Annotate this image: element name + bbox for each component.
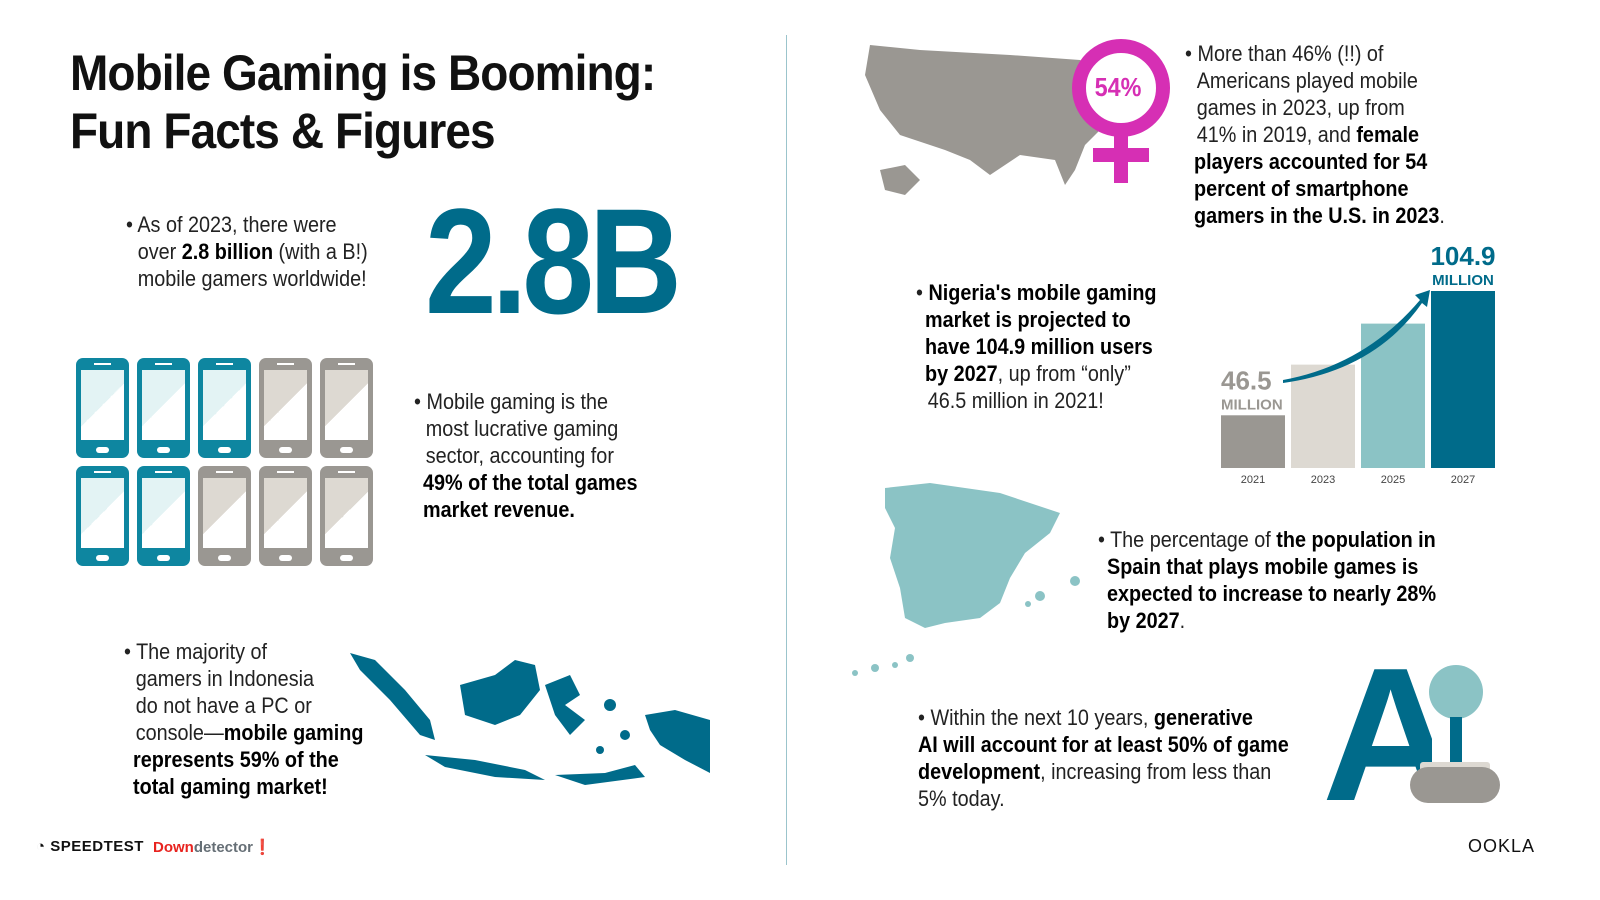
text: 5% today. bbox=[918, 786, 1005, 811]
text: development bbox=[918, 759, 1041, 784]
text: do not have a PC or bbox=[135, 693, 312, 718]
big-number: 2.8B bbox=[425, 177, 682, 345]
text: most lucrative gaming bbox=[425, 416, 619, 441]
text: mobile gamers worldwide! bbox=[137, 266, 367, 291]
data-label-value: 46.5 bbox=[1221, 365, 1272, 395]
fact-spain: • The percentage of the population in Sp… bbox=[1098, 527, 1437, 633]
page-title: Mobile Gaming is Booming: Fun Facts & Fi… bbox=[70, 44, 656, 160]
phone-icon bbox=[76, 466, 129, 566]
female-symbol-icon bbox=[1072, 39, 1170, 183]
text: The majority of bbox=[136, 639, 268, 664]
phone-icon bbox=[320, 466, 373, 566]
x-tick-label: 2027 bbox=[1451, 474, 1475, 486]
downdetector-logo: Downdetector❗ bbox=[153, 839, 272, 856]
text: have 104.9 million users bbox=[925, 334, 1153, 359]
text: 49% of the total games bbox=[423, 470, 638, 495]
spain-map-icon bbox=[852, 483, 1080, 676]
text: games in 2023, up from bbox=[1196, 95, 1405, 120]
phone-icon bbox=[76, 358, 129, 458]
fact-us: • More than 46% (!!) of Americans played… bbox=[1185, 41, 1445, 228]
text: market is projected to bbox=[925, 307, 1131, 332]
bar-2027 bbox=[1431, 291, 1495, 468]
ookla-logo: OOKLA bbox=[1468, 836, 1536, 856]
indonesia-map-icon bbox=[350, 653, 710, 785]
text: The percentage of bbox=[1110, 527, 1277, 552]
text: , up from “only” bbox=[997, 361, 1131, 386]
fact-indonesia: • The majority of gamers in Indonesia do… bbox=[124, 639, 364, 799]
text: . bbox=[1439, 203, 1445, 228]
bar-2021 bbox=[1221, 415, 1285, 468]
phone-grid bbox=[76, 358, 373, 566]
x-tick-label: 2021 bbox=[1241, 474, 1265, 486]
text: (with a B!) bbox=[273, 239, 368, 264]
text: the population in bbox=[1276, 527, 1436, 552]
x-tick-label: 2023 bbox=[1311, 474, 1335, 486]
joystick-icon bbox=[1410, 665, 1500, 803]
text: . bbox=[1179, 608, 1186, 633]
data-label-value: 104.9 bbox=[1430, 245, 1495, 271]
text: Within the next 10 years, bbox=[930, 705, 1154, 730]
text: 41% in 2019, and bbox=[1196, 122, 1357, 147]
text: female bbox=[1356, 122, 1420, 147]
text: 2.8 billion bbox=[181, 239, 274, 264]
text: sector, accounting for bbox=[425, 443, 614, 468]
text: Nigeria's mobile gaming bbox=[928, 280, 1157, 305]
title-line-2: Fun Facts & Figures bbox=[70, 103, 496, 159]
text: detector bbox=[193, 839, 254, 856]
text: Americans played mobile bbox=[1196, 68, 1418, 93]
phone-icon bbox=[137, 466, 190, 566]
speedtest-logo: ◔ SPEEDTEST bbox=[36, 838, 144, 855]
phone-icon bbox=[259, 358, 312, 458]
text: percent of smartphone bbox=[1194, 176, 1409, 201]
fact-gamers: • As of 2023, there were over 2.8 billio… bbox=[126, 212, 368, 291]
data-label-unit: MILLION bbox=[1221, 396, 1283, 413]
text: by 2027 bbox=[1107, 608, 1180, 633]
text: over bbox=[137, 239, 182, 264]
text: mobile gaming bbox=[223, 720, 364, 745]
phone-icon bbox=[259, 466, 312, 566]
text: Spain that plays mobile games is bbox=[1107, 554, 1419, 579]
text: 46.5 million in 2021! bbox=[927, 388, 1104, 413]
female-percentage-badge: 54% bbox=[1094, 72, 1142, 102]
bar-2023 bbox=[1291, 364, 1355, 468]
text: More than 46% (!!) of bbox=[1197, 41, 1384, 66]
phone-icon bbox=[198, 358, 251, 458]
text: gamers in Indonesia bbox=[135, 666, 315, 691]
ai-letter-a: AI bbox=[1322, 640, 1432, 860]
text: by 2027 bbox=[925, 361, 998, 386]
text: Down bbox=[153, 839, 194, 856]
phone-icon bbox=[137, 358, 190, 458]
ai-text: AI bbox=[1322, 640, 1432, 830]
text: gamers in the U.S. in 2023 bbox=[1194, 203, 1440, 228]
title-line-1: Mobile Gaming is Booming: bbox=[70, 45, 656, 101]
text: , increasing from less than bbox=[1040, 759, 1272, 784]
text: represents 59% of the bbox=[133, 747, 339, 772]
fact-revenue: • Mobile gaming is the most lucrative ga… bbox=[414, 389, 638, 522]
phone-icon bbox=[198, 466, 251, 566]
text: players accounted for 54 bbox=[1194, 149, 1428, 174]
phone-icon bbox=[320, 358, 373, 458]
text: market revenue. bbox=[423, 497, 575, 522]
text: AI will account for at least 50% of game bbox=[918, 732, 1289, 757]
text: expected to increase to nearly 28% bbox=[1107, 581, 1437, 606]
text: generative bbox=[1153, 705, 1253, 730]
text: Mobile gaming is the bbox=[426, 389, 609, 414]
fact-ai: • Within the next 10 years, generative A… bbox=[918, 705, 1289, 811]
text: SPEEDTEST bbox=[50, 838, 144, 855]
text: total gaming market! bbox=[133, 774, 328, 799]
fact-nigeria: • Nigeria's mobile gaming market is proj… bbox=[916, 280, 1157, 413]
data-label-unit: MILLION bbox=[1432, 272, 1494, 289]
x-tick-label: 2025 bbox=[1381, 474, 1405, 486]
text: console— bbox=[135, 720, 224, 745]
text: As of 2023, there were bbox=[137, 212, 337, 237]
column-divider bbox=[786, 35, 787, 865]
usa-map-icon bbox=[865, 45, 1120, 195]
